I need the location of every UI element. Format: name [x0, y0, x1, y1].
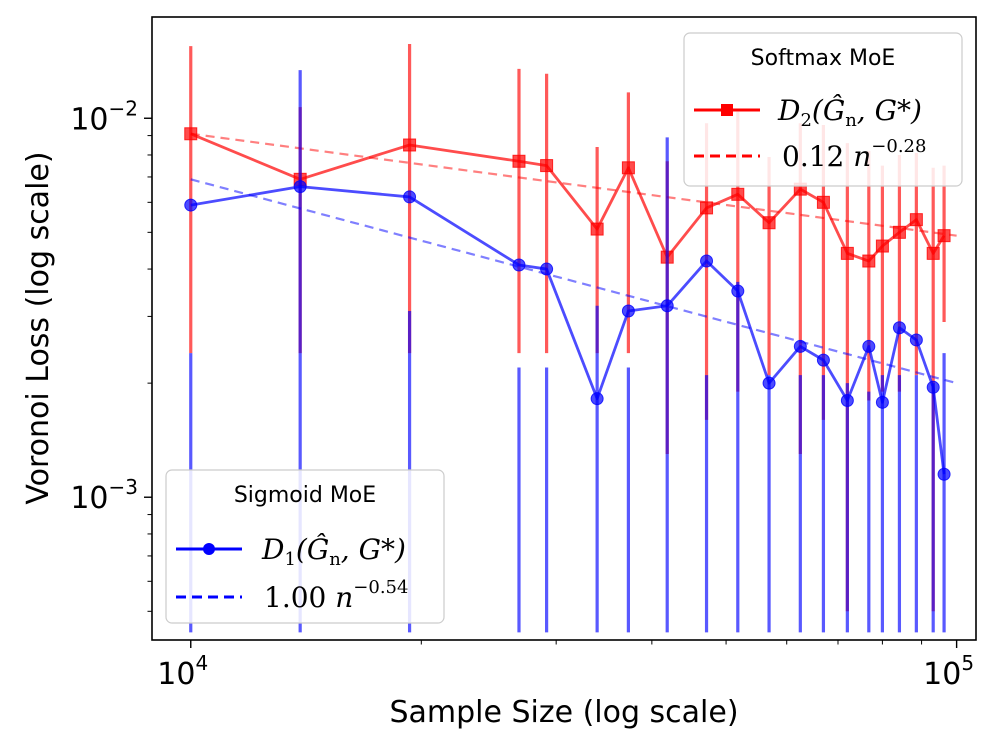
softmax-point: [937, 229, 951, 243]
sigmoid-fit-line: [190, 178, 957, 385]
softmax-point: [184, 127, 198, 141]
softmax-point: [875, 239, 889, 253]
legend-softmax-label: D2(Ĝn, G*): [777, 93, 922, 131]
sigmoid-point: [512, 258, 526, 272]
legend-sigmoid-box: [165, 469, 445, 624]
softmax-point: [621, 161, 635, 175]
legend-softmax-title: Softmax MoE: [751, 46, 896, 71]
legend-softmax-fit-label: 0.12 n−0.28: [782, 136, 926, 173]
legend-softmax-marker-swatch: [721, 104, 733, 116]
softmax-point: [862, 254, 876, 268]
sigmoid-point: [184, 198, 198, 212]
sigmoid-point: [540, 262, 554, 276]
sigmoid-point: [660, 299, 674, 313]
softmax-point: [892, 225, 906, 239]
sigmoid-line: [190, 185, 946, 475]
sigmoid-point: [293, 180, 307, 194]
sigmoid-point: [731, 284, 745, 298]
sigmoid-point: [590, 392, 604, 406]
softmax-point: [816, 195, 830, 209]
softmax-point: [762, 216, 776, 230]
sigmoid-point: [892, 321, 906, 335]
x-tick-base: 10: [923, 657, 961, 692]
x-tick-base: 10: [157, 657, 195, 692]
sigmoid-point: [875, 395, 889, 409]
softmax-point: [540, 159, 554, 173]
legend-sigmoid-fit-label: 1.00 n−0.54: [264, 577, 408, 614]
sigmoid-point: [762, 376, 776, 390]
legend-softmax: Softmax MoE D2(Ĝn, G*) 0.12 n−0.28: [683, 32, 963, 187]
y-axis-label: Voronoi Loss (log scale): [21, 151, 56, 504]
softmax-point: [403, 138, 417, 152]
x-tick-label: 105: [923, 651, 974, 692]
y-tick-exp: −3: [109, 475, 138, 499]
y-tick-label: 10−3: [70, 475, 138, 516]
sigmoid-point: [621, 304, 635, 318]
sigmoid-point: [816, 353, 830, 367]
sigmoid-point: [700, 254, 714, 268]
y-tick-base: 10: [70, 481, 108, 516]
legend-sigmoid-title: Sigmoid MoE: [234, 483, 376, 508]
softmax-point: [909, 213, 923, 227]
x-tick-exp: 5: [961, 651, 974, 675]
sigmoid-point: [862, 339, 876, 353]
softmax-point: [926, 246, 940, 260]
legend-sigmoid: Sigmoid MoE D1(Ĝn, G*) 1.00 n−0.54: [165, 469, 445, 624]
sigmoid-point: [403, 190, 417, 204]
y-tick-base: 10: [70, 102, 108, 137]
sigmoid-point: [909, 333, 923, 347]
x-tick-label: 104: [157, 651, 208, 692]
plot-frame: [151, 16, 977, 641]
y-tick-exp: −2: [109, 96, 138, 120]
sigmoid-point: [937, 467, 951, 481]
sigmoid-point: [793, 339, 807, 353]
y-tick-label: 10−2: [70, 96, 138, 137]
legend-sigmoid-marker-swatch: [203, 543, 215, 555]
softmax-point: [840, 246, 854, 260]
legend-sigmoid-label: D1(Ĝn, G*): [261, 532, 406, 570]
sigmoid-point: [840, 393, 854, 407]
softmax-point: [731, 187, 745, 201]
x-axis-label: Sample Size (log scale): [389, 695, 738, 730]
softmax-point: [590, 222, 604, 236]
softmax-point: [512, 154, 526, 168]
softmax-point: [700, 201, 714, 215]
x-tick-exp: 4: [195, 651, 208, 675]
legend-softmax-box: [683, 32, 963, 187]
sigmoid-point: [926, 380, 940, 394]
softmax-fit-line: [190, 132, 957, 237]
